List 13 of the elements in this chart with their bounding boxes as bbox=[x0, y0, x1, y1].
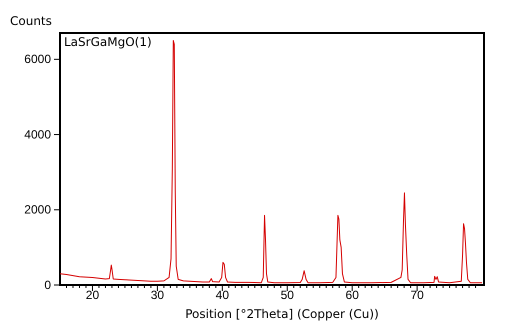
y-tick-label: 0 bbox=[44, 278, 52, 292]
x-tick-label: 40 bbox=[216, 288, 230, 302]
x-tick-label: 20 bbox=[86, 288, 100, 302]
x-tick-label: 50 bbox=[280, 288, 294, 302]
x-tick-label: 30 bbox=[150, 288, 164, 302]
x-axis-title: Position [°2Theta] (Copper (Cu)) bbox=[185, 307, 379, 321]
x-tick-label: 60 bbox=[346, 288, 360, 302]
y-tick-label: 6000 bbox=[24, 52, 52, 66]
y-axis-title: Counts bbox=[10, 14, 52, 28]
y-tick-label: 2000 bbox=[24, 202, 52, 217]
y-tick-label: 4000 bbox=[24, 127, 52, 142]
annotation: LaSrGaMgO(1) bbox=[64, 35, 152, 49]
x-tick-label: 70 bbox=[410, 288, 424, 302]
